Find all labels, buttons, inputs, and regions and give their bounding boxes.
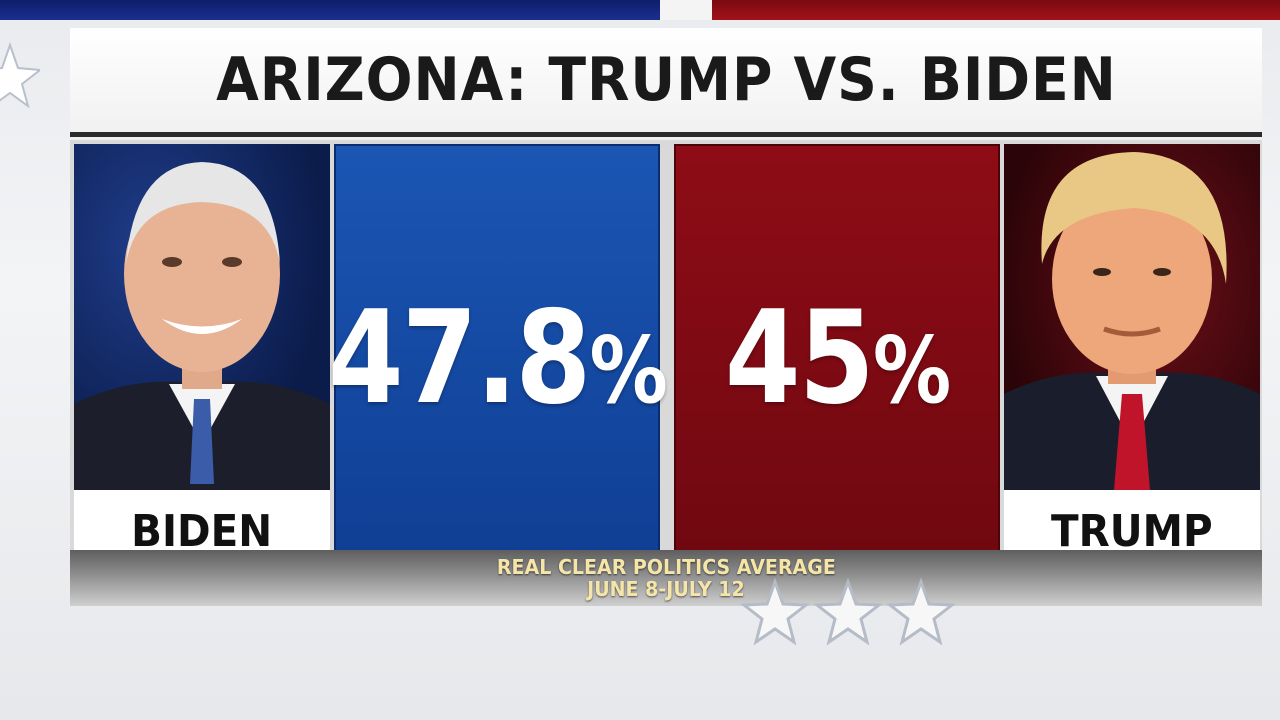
trump-photo [1004,144,1260,490]
top-bar-divider [660,0,712,20]
biden-photo [74,144,330,490]
source-strip: REAL CLEAR POLITICS AVERAGE JUNE 8-JULY … [70,550,1262,606]
trump-percent-box: 45% [674,144,1000,572]
trump-percent: 45% [724,283,951,433]
title-bar: ARIZONA: TRUMP VS. BIDEN [70,28,1262,137]
source-line-2: JUNE 8-JULY 12 [587,577,745,601]
person-portrait-icon [1004,152,1260,490]
top-bar-blue [0,0,660,20]
biden-percent-box: 47.8% [328,144,668,572]
biden-percent: 47.8% [327,283,668,433]
top-bar-red [712,0,1280,20]
star-icon [813,578,883,646]
star-icon [886,578,956,646]
candidates-row: BIDEN 47.8% 45% TRUMP [70,140,1262,576]
star-icon [740,578,810,646]
biden-name-label: BIDEN [131,505,273,557]
page-title: ARIZONA: TRUMP VS. BIDEN [215,45,1117,115]
star-icon [0,41,40,109]
trump-name-label: TRUMP [1051,505,1213,557]
source-line-1: REAL CLEAR POLITICS AVERAGE [496,555,836,579]
poll-graphic: ARIZONA: TRUMP VS. BIDEN BIDEN 47.8% 45% [70,28,1262,608]
person-portrait-icon [74,162,330,490]
